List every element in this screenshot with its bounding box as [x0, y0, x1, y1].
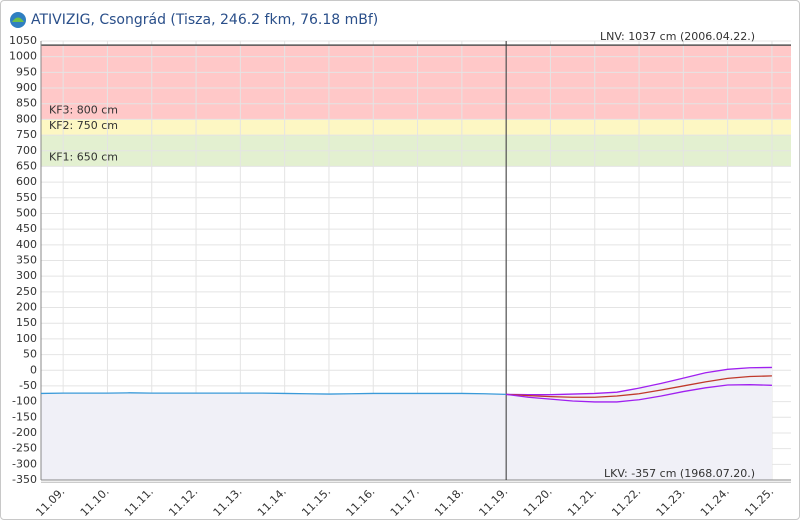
series-line: [506, 375, 772, 398]
threshold-band: [41, 119, 791, 136]
y-tick-label: 850: [16, 97, 37, 110]
threshold-label: KF3: 800 cm: [49, 103, 118, 116]
y-tick-label: 450: [16, 222, 37, 235]
x-tick-label: 11.10.: [78, 485, 112, 519]
lnv-label: LNV: 1037 cm (2006.04.22.): [600, 30, 755, 43]
x-tick-label: 11.09.: [33, 485, 67, 519]
series-area: [41, 392, 507, 480]
x-tick-label: 11.13.: [211, 485, 245, 519]
threshold-band: [41, 45, 791, 120]
y-tick-label: 950: [16, 65, 37, 78]
x-tick-label: 11.22.: [609, 485, 643, 519]
y-tick-label: -100: [12, 395, 37, 408]
x-tick-label: 11.11.: [122, 485, 156, 519]
threshold-label: KF2: 750 cm: [49, 119, 118, 132]
y-tick-label: 1050: [9, 34, 37, 47]
series-line: [506, 366, 772, 396]
y-tick-label: 150: [16, 316, 37, 329]
x-tick-label: 11.14.: [255, 485, 289, 519]
x-tick-label: 11.19.: [476, 485, 510, 519]
x-tick-label: 11.18.: [432, 485, 466, 519]
y-tick-label: 550: [16, 191, 37, 204]
y-tick-label: 1000: [9, 50, 37, 63]
y-tick-label: 400: [16, 238, 37, 251]
logo-icon: [10, 12, 26, 28]
x-tick-label: 11.12.: [166, 485, 200, 519]
y-tick-label: 900: [16, 81, 37, 94]
series-area: [506, 367, 772, 480]
x-tick-label: 11.15.: [299, 485, 333, 519]
y-tick-label: -250: [12, 442, 37, 455]
y-tick-label: -50: [19, 379, 37, 392]
lkv-label: LKV: -357 cm (1968.07.20.): [604, 467, 755, 480]
x-tick-label: 11.24.: [698, 485, 732, 519]
x-tick-label: 11.21.: [565, 485, 599, 519]
y-tick-label: -350: [12, 473, 37, 486]
x-tick-label: 11.25.: [742, 485, 776, 519]
y-tick-label: -200: [12, 426, 37, 439]
x-tick-label: 11.16.: [344, 485, 378, 519]
series-line: [40, 392, 507, 396]
y-tick-label: 500: [16, 206, 37, 219]
y-tick-label: 50: [23, 348, 37, 361]
y-tick-label: 100: [16, 332, 37, 345]
y-tick-label: 300: [16, 269, 37, 282]
y-tick-label: 700: [16, 144, 37, 157]
y-tick-label: 600: [16, 175, 37, 188]
y-tick-label: 350: [16, 254, 37, 267]
y-tick-label: -300: [12, 457, 37, 470]
y-tick-label: 200: [16, 301, 37, 314]
chart-title: ATIVIZIG, Csongrád (Tisza, 246.2 fkm, 76…: [31, 12, 378, 28]
threshold-label: KF1: 650 cm: [49, 150, 118, 163]
y-tick-label: 750: [16, 128, 37, 141]
x-tick-label: 11.23.: [654, 485, 688, 519]
y-tick-label: 250: [16, 285, 37, 298]
series-line: [506, 384, 772, 403]
x-tick-label: 11.17.: [388, 485, 422, 519]
y-tick-label: -150: [12, 410, 37, 423]
y-tick-label: 650: [16, 159, 37, 172]
y-tick-label: 800: [16, 112, 37, 125]
y-tick-label: 0: [30, 363, 37, 376]
x-tick-label: 11.20.: [521, 485, 555, 519]
